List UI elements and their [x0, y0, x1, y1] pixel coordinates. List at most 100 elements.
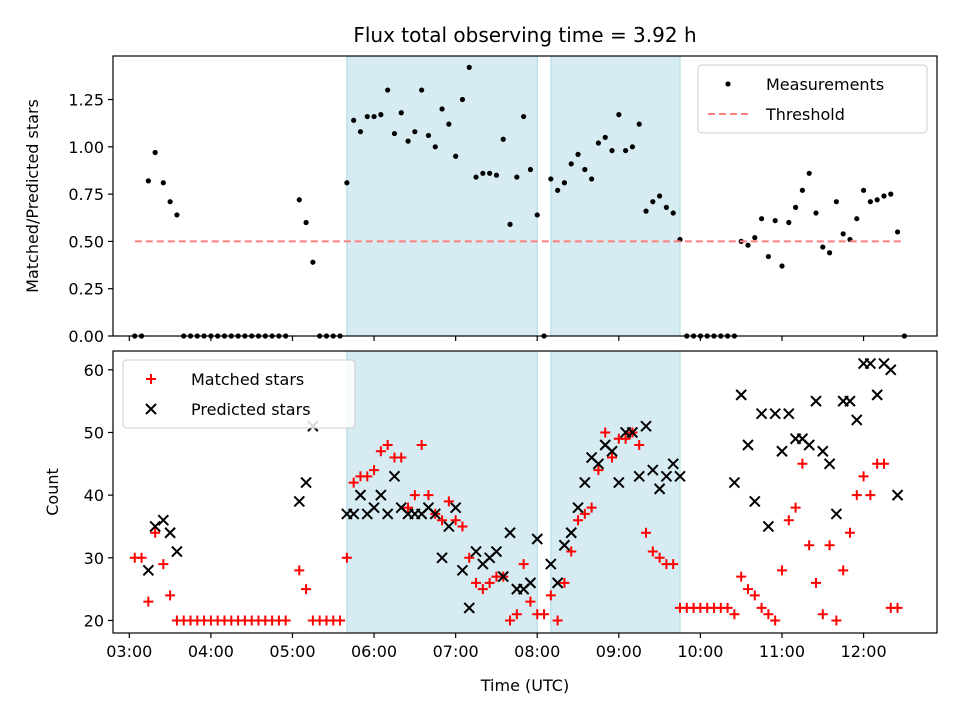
predicted-star-point	[531, 533, 543, 545]
x-tick-label: 10:00	[677, 642, 723, 661]
matched-star-point	[423, 490, 434, 501]
measurement-point	[500, 136, 506, 142]
matched-star-point	[634, 440, 645, 450]
measurement-point	[663, 204, 670, 210]
matched-star-point	[838, 565, 849, 576]
measurement-point	[575, 151, 581, 157]
measurement-point	[412, 129, 418, 135]
measurement-point	[521, 113, 527, 120]
matched-star-point	[416, 440, 427, 450]
measurement-point	[453, 153, 459, 159]
matched-star-point	[375, 446, 386, 457]
bottom-y-tick-label: 20	[84, 611, 104, 630]
predicted-star-point	[171, 545, 183, 558]
matched-star-point	[545, 590, 556, 601]
bottom-axes-frame	[112, 350, 938, 634]
measurement-point	[595, 140, 602, 146]
matched-star-point	[559, 577, 570, 588]
measurement-point	[826, 250, 833, 256]
matched-star-point	[471, 577, 482, 588]
predicted-star-point	[497, 570, 509, 583]
predicted-star-point	[456, 564, 469, 577]
bottom-legend-box	[122, 359, 356, 429]
measurement-point	[344, 180, 350, 186]
measurement-point	[568, 161, 574, 167]
measurement-point	[799, 187, 805, 193]
matched-star-point	[505, 615, 516, 626]
measurement-point	[432, 144, 438, 150]
matched-star-point	[369, 465, 380, 476]
matched-star-point	[641, 527, 652, 538]
measurement-point	[160, 180, 166, 186]
measurement-point	[167, 199, 173, 205]
bottom-panel: 20 30 40 50 60 03:00 04:00 05:00 06:00 07:00 08:00…	[43, 350, 938, 695]
matched-star-point	[579, 508, 590, 519]
matched-star-point	[341, 552, 352, 563]
bottom-y-tick-label: 50	[84, 423, 104, 442]
matched-star-point	[464, 552, 475, 563]
measurement-point	[296, 197, 302, 203]
predicted-star-point	[667, 458, 679, 470]
matched-star-point	[586, 502, 597, 513]
predicted-star-point	[300, 476, 312, 489]
measurement-point	[425, 132, 432, 139]
legend-marker-matched	[146, 374, 156, 384]
predicted-star-point	[851, 414, 863, 426]
legend-label: Measurements	[766, 75, 884, 94]
matched-star-point	[593, 465, 604, 476]
matched-star-point	[294, 565, 305, 576]
predicted-star-point	[565, 527, 577, 539]
matched-star-point	[150, 527, 161, 538]
matched-star-point	[756, 602, 767, 613]
predicted-star-point	[354, 489, 367, 501]
predicted-star-point	[572, 501, 584, 514]
predicted-star-point	[660, 470, 673, 483]
matched-star-point	[362, 471, 373, 482]
matched-star-point	[348, 477, 359, 488]
bottom-series-predicted-stars	[142, 357, 904, 614]
predicted-star-point	[626, 426, 639, 439]
matched-star-point	[403, 502, 414, 513]
predicted-star-point	[436, 552, 448, 564]
matched-star-point	[484, 577, 495, 588]
measurement-point	[657, 193, 663, 199]
matched-star-point	[647, 546, 658, 557]
predicted-star-point	[592, 458, 605, 470]
predicted-star-point	[375, 489, 387, 501]
measurement-point	[745, 242, 751, 248]
measurement-point	[555, 187, 561, 193]
predicted-star-point	[871, 389, 883, 401]
measurement-point	[589, 176, 595, 182]
measurement-point	[881, 193, 887, 199]
matched-star-point	[477, 584, 488, 595]
matched-star-point	[817, 609, 828, 620]
matched-star-point	[851, 490, 862, 501]
measurement-point	[636, 121, 642, 127]
measurement-point	[514, 174, 520, 180]
predicted-star-point	[891, 489, 904, 501]
measurement-point	[650, 199, 656, 205]
top-y-tick-label: 1.00	[68, 138, 104, 157]
predicted-star-point	[783, 407, 795, 420]
predicted-star-point	[735, 389, 747, 401]
predicted-star-point	[463, 602, 475, 614]
top-legend: Measurements Threshold	[697, 64, 928, 134]
matched-star-point	[450, 515, 461, 526]
predicted-star-point	[613, 476, 625, 489]
x-tick-label: 08:00	[514, 642, 560, 661]
predicted-star-point	[776, 445, 788, 457]
measurement-point	[582, 166, 588, 173]
top-y-tick-label: 0.75	[68, 185, 104, 204]
predicted-star-point	[830, 508, 843, 520]
matched-star-point	[518, 559, 529, 570]
predicted-star-point	[157, 514, 170, 526]
measurement-point	[602, 134, 608, 140]
measurement-point	[459, 96, 466, 103]
predicted-star-point	[142, 564, 155, 577]
x-tick-label: 03:00	[106, 642, 152, 661]
predicted-star-point	[606, 445, 618, 457]
legend-label: Threshold	[765, 105, 845, 124]
top-axes-frame	[112, 55, 938, 337]
measurement-point	[371, 113, 377, 120]
matched-star-point	[566, 546, 577, 557]
